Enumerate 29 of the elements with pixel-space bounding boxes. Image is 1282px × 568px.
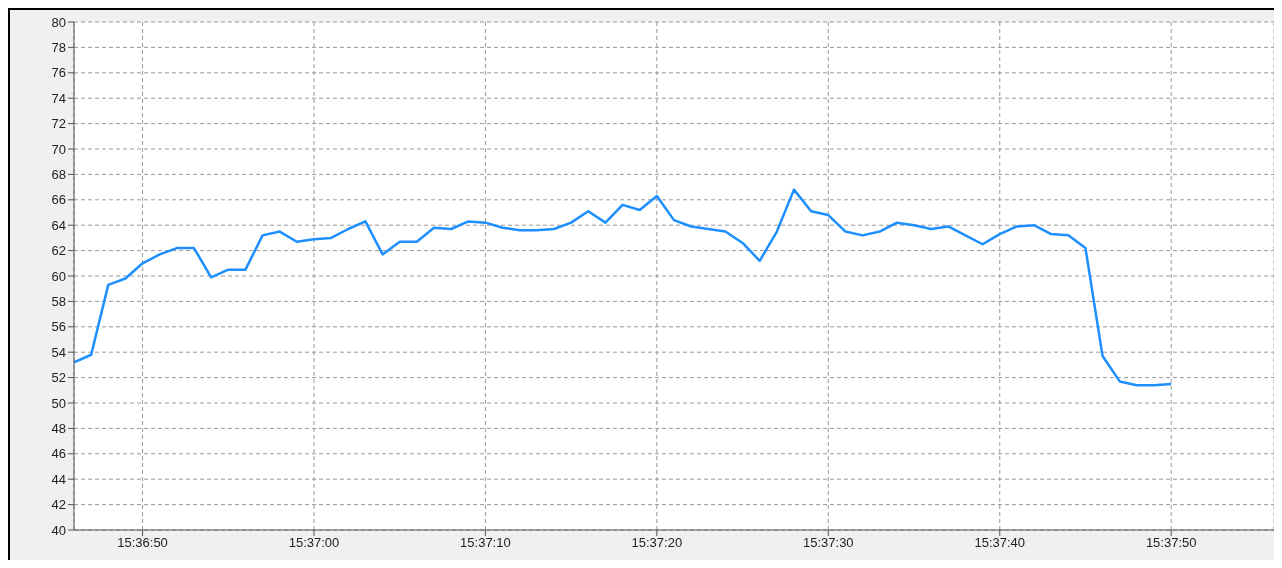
y-tick-label: 42 bbox=[51, 497, 66, 513]
y-tick-label: 68 bbox=[51, 167, 66, 183]
y-tick-label: 54 bbox=[51, 344, 66, 360]
y-tick-label: 48 bbox=[51, 421, 66, 437]
y-tick-label: 76 bbox=[51, 65, 66, 81]
x-tick-label: 15:37:10 bbox=[460, 535, 511, 551]
y-tick-label: 80 bbox=[51, 14, 66, 30]
y-tick-label: 74 bbox=[51, 90, 66, 106]
x-tick-label: 15:37:00 bbox=[288, 535, 340, 551]
x-tick-label: 15:37:20 bbox=[631, 535, 683, 551]
y-tick-label: 60 bbox=[51, 268, 66, 284]
x-tick-label: 15:37:40 bbox=[974, 535, 1026, 551]
y-tick-label: 64 bbox=[51, 217, 66, 233]
line-series bbox=[74, 188, 1173, 387]
y-tick-label: 50 bbox=[51, 395, 66, 411]
y-tick-label: 56 bbox=[51, 319, 66, 335]
y-tick-label: 52 bbox=[51, 370, 66, 386]
y-tick-label: 46 bbox=[51, 446, 66, 462]
y-tick-label: 66 bbox=[51, 192, 66, 208]
y-tick-label: 40 bbox=[51, 522, 66, 538]
y-tick-label: 78 bbox=[51, 40, 66, 56]
x-tick-label: 15:36:50 bbox=[117, 535, 168, 551]
x-tick-label: 15:37:30 bbox=[802, 535, 854, 551]
x-tick-label: 15:37:50 bbox=[1145, 535, 1197, 551]
y-tick-label: 58 bbox=[51, 294, 66, 310]
y-tick-label: 62 bbox=[51, 243, 66, 259]
y-tick-label: 72 bbox=[51, 116, 66, 132]
y-tick-label: 70 bbox=[51, 141, 66, 157]
y-tick-label: 44 bbox=[51, 471, 66, 487]
